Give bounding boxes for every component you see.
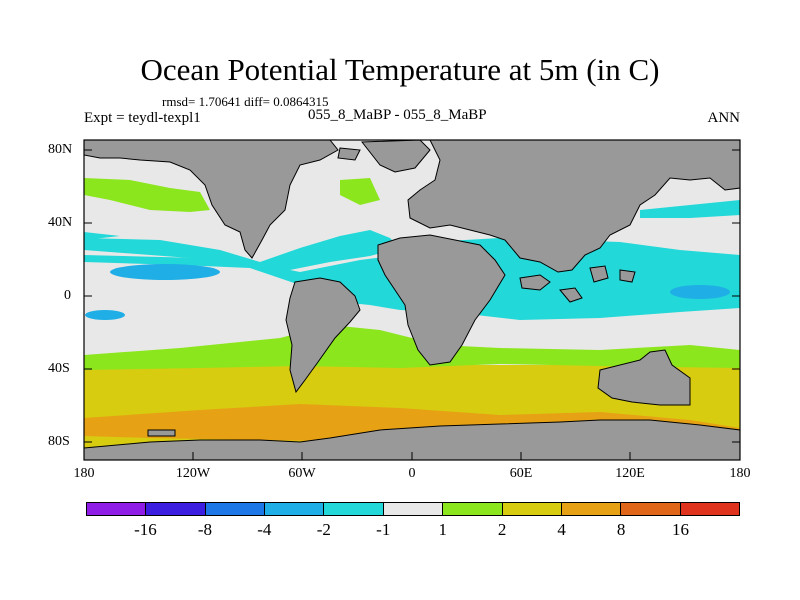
colorbar-swatch xyxy=(621,503,680,515)
x-tick-label: 180 xyxy=(730,466,751,482)
x-tick-label: 60E xyxy=(510,466,533,482)
colorbar-label: 16 xyxy=(672,520,689,540)
y-tick-label: 80S xyxy=(48,434,70,450)
y-tick-label: 40N xyxy=(48,215,72,231)
colorbar-label: 8 xyxy=(617,520,626,540)
colorbar-label: -8 xyxy=(198,520,212,540)
land-antarctic-island xyxy=(148,430,175,436)
colorbar-label: -1 xyxy=(376,520,390,540)
colorbar-swatch xyxy=(562,503,621,515)
blob-west-blue xyxy=(85,310,125,320)
colorbar-swatch xyxy=(324,503,383,515)
colorbar-label: 1 xyxy=(438,520,447,540)
x-tick-label: 120E xyxy=(615,466,645,482)
colorbar-swatch xyxy=(146,503,205,515)
blob-east-pacific-blue xyxy=(670,285,730,299)
colorbar-swatch xyxy=(443,503,502,515)
colorbar-swatch xyxy=(503,503,562,515)
colorbar-swatch xyxy=(681,503,739,515)
colorbar-label: 4 xyxy=(557,520,566,540)
x-tick-label: 180 xyxy=(74,466,95,482)
colorbar-swatch xyxy=(87,503,146,515)
y-tick-label: 0 xyxy=(64,288,71,304)
colorbar-label: -4 xyxy=(257,520,271,540)
colorbar-swatch xyxy=(265,503,324,515)
x-tick-label: 120W xyxy=(176,466,210,482)
y-tick-label: 80N xyxy=(48,142,72,158)
colorbar-swatch xyxy=(384,503,443,515)
colorbar-label: -2 xyxy=(317,520,331,540)
colorbar-swatch xyxy=(206,503,265,515)
colorbar xyxy=(86,502,740,516)
colorbar-label: -16 xyxy=(134,520,157,540)
blob-pacific-blue xyxy=(110,264,220,280)
x-tick-label: 0 xyxy=(409,466,416,482)
x-tick-label: 60W xyxy=(288,466,315,482)
land-philippines xyxy=(620,270,635,282)
colorbar-label: 2 xyxy=(498,520,507,540)
y-tick-label: 40S xyxy=(48,361,70,377)
